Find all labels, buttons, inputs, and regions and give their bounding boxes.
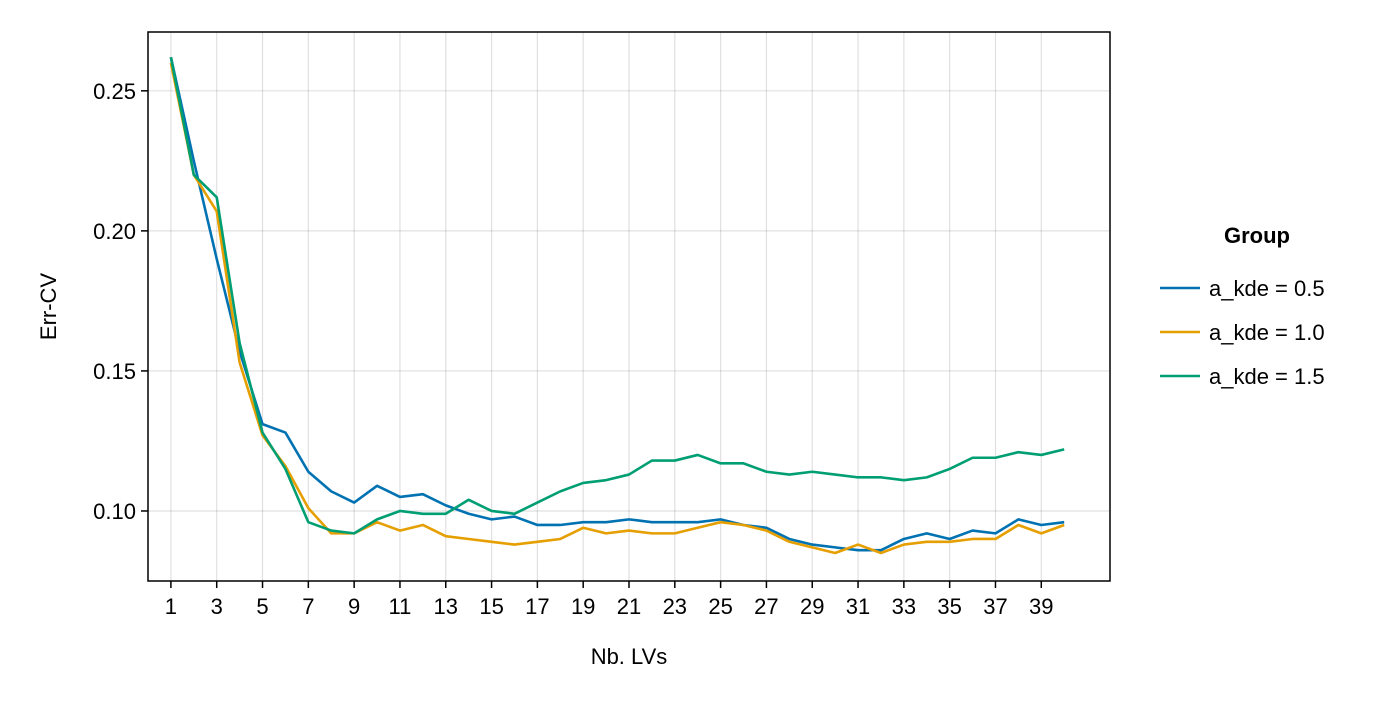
grid-lines [148, 32, 1110, 581]
x-tick-label: 17 [525, 594, 549, 619]
series-lines [169, 56, 1065, 555]
x-tick-label: 31 [846, 594, 870, 619]
x-tick-label: 27 [754, 594, 778, 619]
x-tick-label: 23 [663, 594, 687, 619]
x-tick-label: 3 [211, 594, 223, 619]
y-axis-ticks: 0.10 0.15 0.20 0.25 [93, 79, 148, 524]
x-tick-label: 29 [800, 594, 824, 619]
x-tick-label: 19 [571, 594, 595, 619]
legend-label: a_kde = 1.0 [1209, 320, 1325, 345]
x-tick-label: 15 [479, 594, 503, 619]
x-tick-label: 5 [256, 594, 268, 619]
x-tick-label: 9 [348, 594, 360, 619]
y-tick-label: 0.25 [93, 79, 136, 104]
x-tick-label: 7 [302, 594, 314, 619]
x-axis-ticks: 1 3 5 7 9 11 13 15 17 19 21 23 25 27 29 31 33 35 37 39 [165, 581, 1054, 619]
y-axis-label: Err-CV [36, 273, 61, 341]
series-line-2 [169, 62, 1065, 555]
x-tick-label: 35 [937, 594, 961, 619]
x-tick-label: 13 [434, 594, 458, 619]
legend-label: a_kde = 0.5 [1209, 276, 1325, 301]
y-tick-label: 0.10 [93, 499, 136, 524]
y-tick-label: 0.15 [93, 359, 136, 384]
x-tick-label: 11 [389, 594, 412, 619]
series-line-3 [169, 56, 1065, 535]
x-tick-label: 1 [165, 594, 177, 619]
legend: Group a_kde = 0.5 a_kde = 1.0 a_kde = 1.5 [1160, 223, 1325, 389]
x-tick-label: 33 [892, 594, 916, 619]
x-tick-label: 25 [708, 594, 732, 619]
x-tick-label: 37 [983, 594, 1007, 619]
series-line-1 [169, 56, 1065, 552]
legend-items: a_kde = 0.5 a_kde = 1.0 a_kde = 1.5 [1160, 276, 1325, 389]
y-tick-label: 0.20 [93, 219, 136, 244]
legend-title: Group [1224, 223, 1290, 248]
x-tick-label: 39 [1029, 594, 1053, 619]
x-tick-label: 21 [617, 594, 641, 619]
legend-label: a_kde = 1.5 [1209, 364, 1325, 389]
x-axis-label: Nb. LVs [591, 644, 668, 669]
